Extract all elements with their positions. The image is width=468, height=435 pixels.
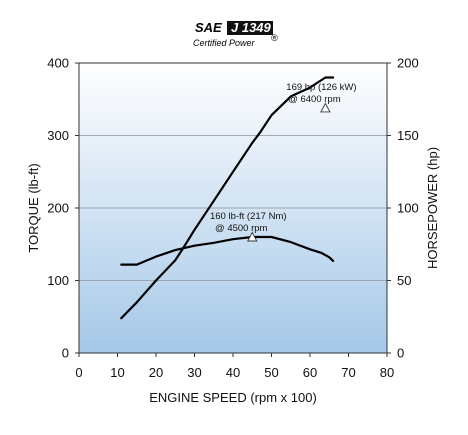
series-1-point-2	[155, 255, 157, 258]
series-group	[120, 76, 335, 320]
x-tick-label-5: 50	[264, 365, 278, 380]
series-0-point-6	[212, 199, 215, 202]
series-1-point-1	[135, 263, 138, 266]
series-1-point-11	[320, 252, 323, 254]
logo-brand: SAE	[195, 20, 222, 35]
series-line-1	[120, 235, 335, 266]
gridlines	[79, 135, 387, 281]
series-0-point-7	[232, 170, 234, 173]
y-right-tick-labels: 0 50 100 150 200	[387, 56, 419, 361]
x-tick-labels: 0 10 20 30 40 50 60 70 80	[75, 353, 394, 380]
x-tick-label-0: 0	[75, 365, 82, 380]
y-left-tick-label-4: 400	[47, 56, 69, 71]
series-1-point-13	[332, 260, 334, 262]
series-0-point-11	[289, 95, 292, 98]
annotation-label-0-line1: 169 hp (126 kW)	[286, 82, 356, 93]
series-0-point-2	[155, 279, 157, 282]
series-1-point-12	[328, 256, 331, 259]
y-axis-right-label: HORSEPOWER (hp)	[425, 147, 440, 269]
series-1-point-3	[174, 249, 177, 251]
y-right-tick-label-3: 150	[397, 128, 419, 143]
series-1-point-9	[289, 241, 292, 243]
logo-standard-box	[227, 21, 273, 35]
series-0-point-3	[174, 259, 177, 262]
y-left-tick-label-3: 300	[47, 128, 69, 143]
x-axis-label: ENGINE SPEED (rpm x 100)	[149, 390, 317, 405]
logo-standard: J 1349	[231, 20, 272, 35]
series-0-point-10	[270, 114, 273, 117]
logo-tm: ®	[271, 33, 278, 43]
logo-subtitle: Certified Power	[193, 38, 256, 48]
x-tick-label-4: 40	[226, 365, 240, 380]
y-right-tick-label-2: 100	[397, 201, 419, 216]
sae-logo: SAE J 1349 Certified Power ®	[193, 20, 278, 48]
series-0-point-8	[251, 141, 254, 144]
x-tick-label-6: 60	[303, 365, 317, 380]
series-1-point-8	[270, 236, 273, 238]
annotation-label-1-line1: 160 lb-ft (217 Nm)	[210, 211, 287, 222]
annotations-group: 169 hp (126 kW)@ 6400 rpm 160 lb-ft (217 …	[210, 82, 357, 242]
series-1-point-5	[212, 241, 215, 244]
series-0-point-14	[332, 76, 334, 79]
annotation-marker-0	[320, 102, 331, 113]
annotation-marker-1	[247, 231, 258, 242]
series-0-point-5	[193, 228, 196, 231]
x-tick-label-1: 10	[110, 365, 124, 380]
annotation-label-0-line2: @ 6400 rpm	[288, 94, 341, 105]
y-left-tick-label-2: 200	[47, 201, 69, 216]
series-0-point-13	[324, 76, 327, 79]
annotation-label-1-line2: @ 4500 rpm	[215, 223, 268, 234]
x-tick-label-7: 70	[341, 365, 355, 380]
series-1-point-6	[232, 238, 234, 241]
y-right-tick-label-1: 50	[397, 273, 411, 288]
y-left-tick-label-1: 100	[47, 273, 69, 288]
y-left-tick-labels: 0 100 200 300 400	[47, 56, 79, 361]
series-1-point-0	[120, 263, 123, 266]
series-0-point-12	[309, 86, 311, 89]
series-0-point-0	[120, 317, 123, 320]
y-left-tick-label-0: 0	[62, 346, 69, 361]
x-tick-label-3: 30	[187, 365, 201, 380]
x-tick-label-8: 80	[380, 365, 394, 380]
y-right-tick-label-4: 200	[397, 56, 419, 71]
x-tick-label-2: 20	[149, 365, 163, 380]
y-axis-left-label: TORQUE (lb-ft)	[26, 163, 41, 252]
series-0-point-9	[259, 131, 261, 134]
series-0-point-1	[135, 301, 138, 304]
y-right-tick-label-0: 0	[397, 346, 404, 361]
series-1-point-4	[193, 244, 196, 247]
series-1-point-10	[309, 248, 311, 251]
